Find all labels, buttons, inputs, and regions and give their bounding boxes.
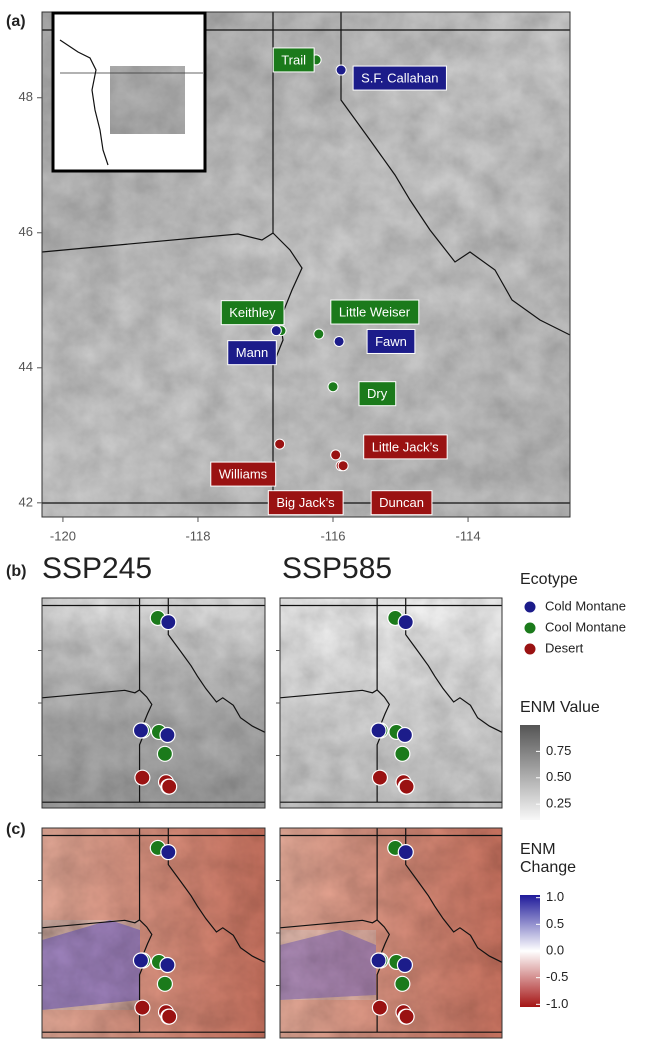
site-label: Little Weiser	[331, 300, 419, 324]
colorbar-title: ENM Value	[520, 699, 600, 716]
site-point	[398, 845, 413, 860]
panel-label: (c)	[6, 821, 26, 838]
site-label: Trail	[273, 48, 314, 72]
site-point	[399, 779, 414, 794]
colorbar-tick-label: 0.5	[546, 916, 564, 931]
legend-swatch	[524, 601, 536, 613]
site-point	[160, 728, 175, 743]
site-label: Keithley	[221, 301, 284, 325]
site-label: Duncan	[371, 491, 432, 515]
site-point	[395, 976, 410, 991]
site-label: Williams	[211, 462, 276, 486]
site-point	[162, 779, 177, 794]
site-point	[161, 845, 176, 860]
colorbar	[520, 725, 540, 820]
site-name: Mann	[236, 345, 269, 360]
legend-swatch	[524, 622, 536, 634]
site-point	[135, 770, 150, 785]
scenario-title: SSP585	[282, 552, 392, 585]
site-point	[275, 439, 285, 449]
x-tick-label: -116	[320, 528, 345, 543]
site-point	[398, 615, 413, 630]
y-tick-label: 46	[19, 224, 33, 239]
site-point	[397, 728, 412, 743]
site-point	[395, 746, 410, 761]
x-tick-label: -118	[185, 528, 210, 543]
legend-label: Cold Montane	[545, 598, 626, 613]
colorbar-tick-label: 0.50	[546, 769, 571, 784]
site-name: Keithley	[229, 305, 276, 320]
site-point	[314, 329, 324, 339]
panel-label: (a)	[6, 13, 26, 30]
colorbar-tick-label: -0.5	[546, 969, 568, 984]
site-point	[372, 1000, 387, 1015]
site-point	[161, 615, 176, 630]
site-point	[157, 746, 172, 761]
figure: (a) (b) SSP245 SSP585 (c) Ecotype ENM Va…	[0, 0, 645, 1046]
site-name: S.F. Callahan	[361, 70, 438, 85]
x-tick-label: -120	[50, 528, 76, 543]
enm-change-raster	[280, 828, 502, 1038]
colorbar-tick-label: 1.0	[546, 889, 564, 904]
legend-label: Cool Montane	[545, 619, 626, 634]
site-name: Dry	[367, 386, 388, 401]
y-tick-label: 42	[19, 494, 33, 509]
scenario-title: SSP245	[42, 552, 152, 585]
colorbar-tick-label: 0.25	[546, 796, 571, 811]
enm-raster	[42, 598, 265, 808]
panel-label: (b)	[6, 563, 26, 580]
site-name: Big Jack’s	[276, 495, 335, 510]
site-point	[334, 336, 344, 346]
site-label: Fawn	[367, 329, 415, 353]
colorbar-tick-label: 0.75	[546, 743, 571, 758]
site-point	[331, 450, 341, 460]
site-point	[162, 1009, 177, 1024]
site-name: Fawn	[375, 334, 407, 349]
site-point	[157, 976, 172, 991]
y-tick-label: 48	[19, 89, 33, 104]
site-label: Dry	[359, 382, 396, 406]
site-name: Little Weiser	[339, 304, 411, 319]
site-point	[133, 723, 148, 738]
site-name: Williams	[219, 467, 268, 482]
site-label: S.F. Callahan	[353, 66, 446, 90]
site-point	[338, 461, 348, 471]
site-point	[160, 958, 175, 973]
legend-swatch	[524, 643, 536, 655]
x-tick-label: -114	[456, 528, 481, 543]
colorbar-tick-label: -1.0	[546, 996, 568, 1011]
legend-title: Ecotype	[520, 571, 578, 588]
site-point	[371, 723, 386, 738]
colorbar-tick-label: 0.0	[546, 942, 564, 957]
site-point	[336, 65, 346, 75]
site-point	[397, 958, 412, 973]
site-name: Little Jack’s	[372, 439, 439, 454]
site-point	[133, 953, 148, 968]
enm-raster	[280, 598, 502, 808]
site-name: Duncan	[379, 495, 424, 510]
site-point	[371, 953, 386, 968]
site-point	[135, 1000, 150, 1015]
site-label: Mann	[228, 341, 277, 365]
site-point	[372, 770, 387, 785]
site-point	[271, 326, 281, 336]
site-name: Trail	[281, 52, 306, 67]
site-point	[399, 1009, 414, 1024]
inset-map	[53, 13, 205, 171]
y-tick-label: 44	[19, 359, 33, 374]
site-point	[328, 382, 338, 392]
legend-label: Desert	[545, 640, 584, 655]
site-label: Big Jack’s	[268, 491, 343, 515]
site-label: Little Jack’s	[364, 435, 447, 459]
